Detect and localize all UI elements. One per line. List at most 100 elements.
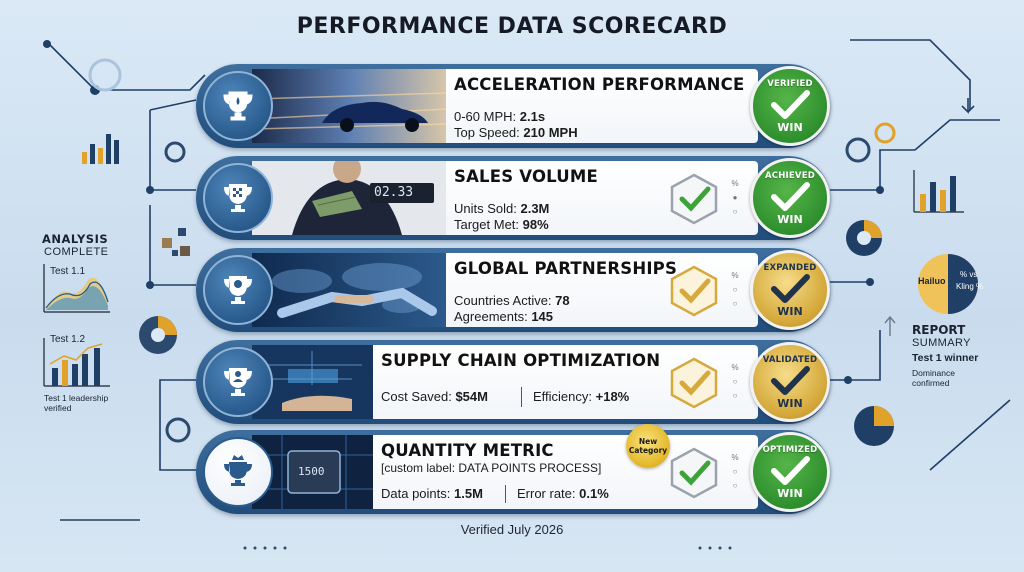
metric-value: 1.5M: [454, 486, 483, 501]
mini-marks: % ○ ○: [731, 453, 739, 490]
metric-value: $54M: [455, 389, 488, 404]
left-note-line1: Test 1 leadership: [44, 393, 109, 403]
hailuo-vs-kling-pie: Hailuo % vs Kling %: [912, 250, 988, 316]
percent-mark: %: [731, 179, 739, 188]
row-title: SALES VOLUME: [454, 167, 598, 186]
report-label-line1: REPORT: [912, 323, 966, 337]
test-1-1-chart: Test 1.1: [42, 262, 112, 314]
cubes-icon: [162, 228, 190, 256]
metric-value: 145: [531, 309, 554, 324]
row-content-panel: QUANTITY METRIC [custom label: DATA POIN…: [373, 435, 758, 509]
dominance-line2: confirmed: [912, 378, 950, 388]
badge-label: ACHIEVED: [765, 170, 815, 181]
row-content-panel: ACCELERATION PERFORMANCE 0-60 MPH: 2.1s …: [446, 69, 758, 143]
expanded-win-badge: EXPANDED WIN: [750, 250, 830, 330]
row-supply-chain: SUPPLY CHAIN OPTIMIZATION Cost Saved: $5…: [196, 340, 830, 424]
badge-win: WIN: [777, 396, 803, 410]
metric-label: Error rate:: [517, 486, 580, 501]
pie-chart-icon: [139, 316, 177, 354]
metric-label: Agreements:: [454, 309, 532, 324]
row-metric-1: Countries Active: 78: [454, 293, 570, 308]
row-title: SUPPLY CHAIN OPTIMIZATION: [381, 351, 661, 370]
test-1-2-chart: Test 1.2: [42, 334, 112, 388]
mini-marks: % ○ ○: [731, 271, 739, 308]
row-global-partnerships: GLOBAL PARTNERSHIPS Countries Active: 78…: [196, 248, 830, 332]
metric-label: Efficiency:: [533, 389, 596, 404]
row-subtitle: [custom label: DATA POINTS PROCESS]: [381, 461, 602, 475]
badge-label: OPTIMIZED: [762, 444, 818, 455]
green-check-hex-icon: [670, 447, 718, 499]
dominance-line1: Dominance: [912, 368, 955, 378]
row-metric-1: Cost Saved: $54M: [381, 389, 488, 404]
row-metric-2: Efficiency: +18%: [533, 389, 629, 404]
row-acceleration: ACCELERATION PERFORMANCE 0-60 MPH: 2.1s …: [196, 64, 830, 148]
row-metric-1: Data points: 1.5M: [381, 486, 483, 501]
right-bar-chart-icon: [913, 170, 964, 213]
row-metric-1: 0-60 MPH: 2.1s: [454, 109, 545, 124]
winner-label: Test 1 winner: [912, 352, 979, 364]
metric-value: +18%: [595, 389, 630, 404]
checkmark-icon: [771, 89, 810, 119]
right-bottom-pie-icon: [854, 406, 894, 446]
checkmark-icon: [771, 365, 810, 395]
test-1-1-label: Test 1.1: [50, 266, 86, 277]
badge-label: EXPANDED: [763, 262, 817, 273]
trophy-icon: [203, 71, 273, 141]
mini-marks: % ○ ○: [731, 363, 739, 400]
checkmark-icon: [771, 455, 810, 485]
new-badge-line2: Category: [628, 446, 668, 455]
checkmark-icon: [771, 273, 810, 303]
metric-label: Units Sold:: [454, 201, 521, 216]
handshake-photo: [252, 253, 448, 327]
row-metric-2: Target Met: 98%: [454, 217, 549, 232]
trophy-icon: [203, 255, 273, 325]
chip-label: 1500: [298, 465, 325, 478]
metric-label: Target Met:: [454, 217, 523, 232]
pie-label-vs-line2: Kling %: [956, 282, 984, 291]
new-category-badge: New Category: [626, 424, 670, 468]
report-label-line2: SUMMARY: [912, 337, 971, 349]
sales-counter-display: 02.33: [374, 185, 414, 200]
bar-chart-icon: [82, 134, 119, 164]
footer-verified-date: Verified July 2026: [460, 522, 564, 537]
gold-check-hex-icon: [670, 357, 718, 409]
metric-value: 2.3M: [520, 201, 550, 216]
area-chart-icon: [43, 264, 110, 313]
metric-label: Top Speed:: [454, 125, 524, 140]
badge-win: WIN: [777, 120, 803, 134]
validated-win-badge: VALIDATED WIN: [750, 342, 830, 422]
row-quantity-metric: 1500 QUANTITY METRIC [custom label: DATA…: [196, 424, 830, 514]
badge-win: WIN: [777, 304, 803, 318]
left-note-line2: verified: [44, 403, 72, 413]
metric-value: 78: [555, 293, 570, 308]
row-content-panel: SUPPLY CHAIN OPTIMIZATION Cost Saved: $5…: [373, 345, 758, 419]
badge-win: WIN: [777, 486, 803, 500]
mini-marks: % ● ○: [731, 179, 739, 216]
percent-mark: %: [731, 453, 739, 462]
row-metric-1: Units Sold: 2.3M: [454, 201, 549, 216]
metric-value: 98%: [522, 217, 549, 232]
comparison-pie-icon: [918, 254, 978, 314]
new-badge-line1: New: [638, 437, 658, 446]
badge-win: WIN: [777, 212, 803, 226]
car-photo: [252, 69, 448, 143]
row-content-panel: GLOBAL PARTNERSHIPS Countries Active: 78…: [446, 253, 758, 327]
row-metric-2: Error rate: 0.1%: [517, 486, 609, 501]
metric-label: Data points:: [381, 486, 454, 501]
metric-label: Countries Active:: [454, 293, 556, 308]
metric-value: 2.1s: [519, 109, 546, 124]
page-title: PERFORMANCE DATA SCORECARD: [296, 14, 728, 39]
money-photo: 02.33: [252, 161, 448, 235]
row-metric-2: Agreements: 145: [454, 309, 553, 324]
pie-label-vs-line1: % vs: [960, 270, 978, 279]
green-check-hex-icon: [670, 173, 718, 225]
row-title: GLOBAL PARTNERSHIPS: [454, 259, 678, 278]
test-1-2-label: Test 1.2: [50, 334, 86, 345]
checkmark-icon: [771, 181, 810, 211]
row-metric-2: Top Speed: 210 MPH: [454, 125, 578, 140]
metric-value: 0.1%: [579, 486, 609, 501]
badge-label: VERIFIED: [767, 78, 813, 89]
row-sales-volume: 02.33 SALES VOLUME Units Sold: 2.3M Targ…: [196, 156, 830, 240]
trophy-icon: [203, 347, 273, 417]
metric-value: 210 MPH: [523, 125, 578, 140]
